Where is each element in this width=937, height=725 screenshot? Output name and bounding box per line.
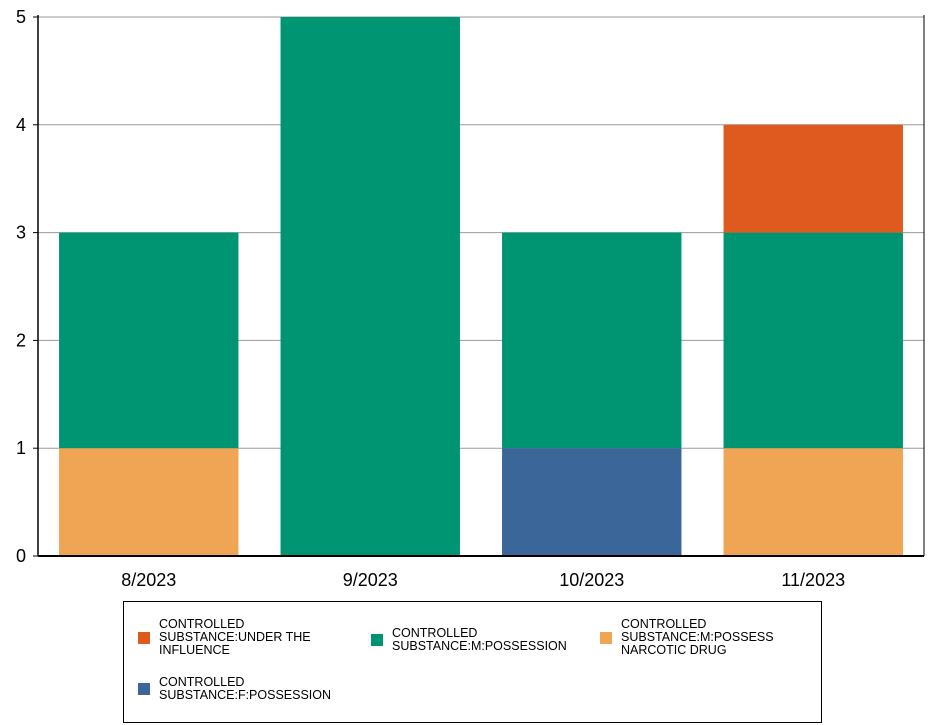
legend-label: CONTROLLED SUBSTANCE:M:POSSESS NARCOTIC … <box>621 617 774 657</box>
bar-segment <box>502 448 682 556</box>
bar-segment <box>59 232 239 449</box>
bar-segment <box>59 448 239 556</box>
y-tick-labels: 0 1 2 3 4 5 <box>16 7 38 566</box>
y-tick-label: 1 <box>16 438 26 458</box>
x-tick-label: 8/2023 <box>121 570 176 590</box>
legend-label: CONTROLLED SUBSTANCE:F:POSSESSION <box>159 675 332 702</box>
bar-segment <box>723 448 903 556</box>
legend-label: CONTROLLED SUBSTANCE:M:POSSESSION <box>392 626 567 653</box>
y-tick-label: 0 <box>16 546 26 566</box>
legend-swatch <box>600 631 612 644</box>
bars <box>59 17 903 556</box>
x-tick-label: 11/2023 <box>781 570 845 590</box>
axes <box>37 15 925 557</box>
legend-swatch <box>138 683 150 695</box>
y-tick-label: 2 <box>16 330 26 350</box>
y-tick-label: 5 <box>16 7 26 27</box>
legend-item: CONTROLLED SUBSTANCE:M:POSSESSION <box>371 627 567 653</box>
legend-item: CONTROLLED SUBSTANCE:M:POSSESS NARCOTIC … <box>600 618 774 657</box>
bar-segment <box>280 17 460 556</box>
legend-swatch <box>138 631 150 644</box>
legend-swatch <box>371 634 383 646</box>
y-tick-label: 3 <box>16 223 26 243</box>
stacked-bar-chart: 0 1 2 3 4 5 8/2023 9/2023 10/2023 11/2023 <box>16 7 925 590</box>
legend-item: CONTROLLED SUBSTANCE:UNDER THE INFLUENCE <box>138 618 311 657</box>
y-tick-label: 4 <box>16 115 26 135</box>
bar-segment <box>723 124 903 233</box>
bar-segment <box>502 232 682 449</box>
bar-segment <box>723 232 903 449</box>
legend-label: CONTROLLED SUBSTANCE:UNDER THE INFLUENCE <box>159 617 311 657</box>
x-tick-labels: 8/2023 9/2023 10/2023 11/2023 <box>121 570 845 590</box>
x-tick-label: 10/2023 <box>559 570 624 590</box>
legend: CONTROLLED SUBSTANCE:UNDER THE INFLUENCE… <box>123 601 822 723</box>
legend-item: CONTROLLED SUBSTANCE:F:POSSESSION <box>138 676 331 702</box>
x-tick-label: 9/2023 <box>343 570 398 590</box>
